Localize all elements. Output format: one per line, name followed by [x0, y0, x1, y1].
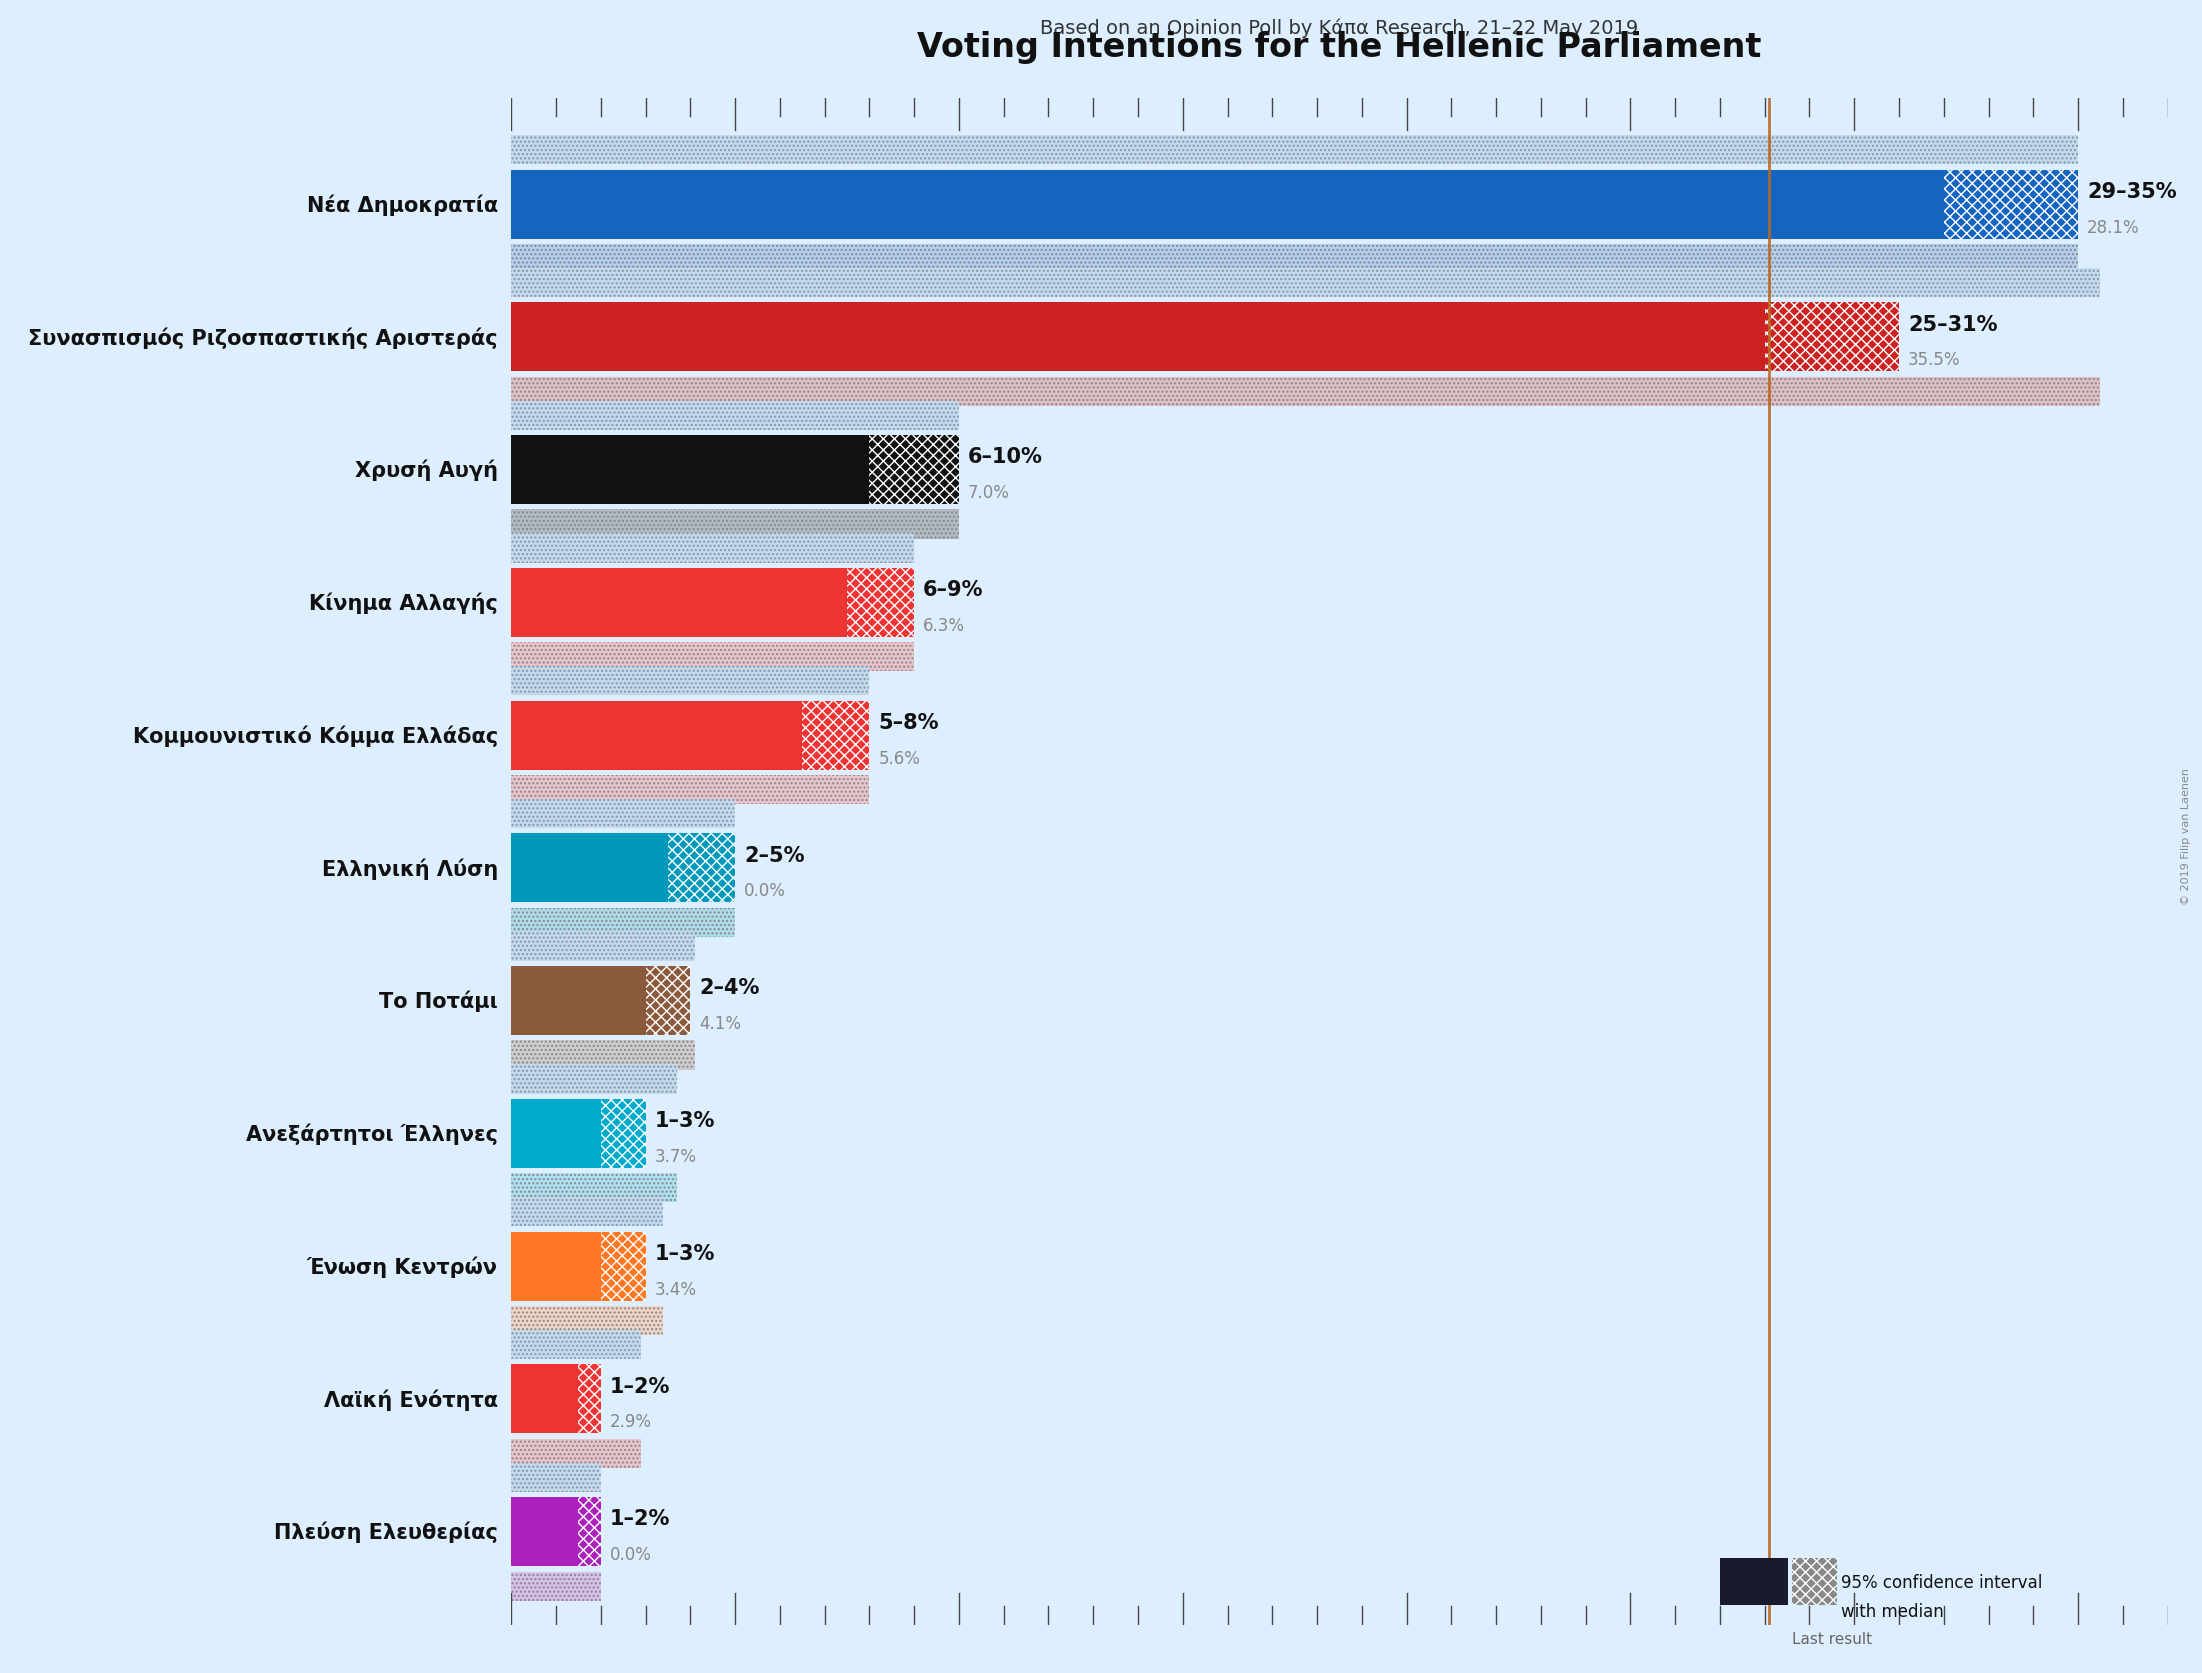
Bar — [511, 510, 958, 539]
Text: Based on an Opinion Poll by Κάπα Research, 21–22 May 2019: Based on an Opinion Poll by Κάπα Researc… — [1039, 18, 1638, 38]
Bar — [511, 1231, 601, 1302]
Text: Το Ποτάμι: Το Ποτάμι — [379, 990, 498, 1012]
Text: 35.5%: 35.5% — [1907, 351, 1960, 370]
Text: 2–4%: 2–4% — [700, 977, 760, 997]
Text: Ένωση Κεντρών: Ένωση Κεντρών — [306, 1256, 498, 1276]
Bar — [511, 136, 2079, 166]
Bar — [1944, 171, 2079, 239]
Text: 0.0%: 0.0% — [744, 882, 786, 900]
Text: 2–5%: 2–5% — [744, 845, 804, 865]
Bar — [511, 776, 870, 805]
Bar — [511, 932, 696, 962]
Bar — [511, 269, 2101, 298]
Bar — [511, 402, 958, 430]
Text: with median: with median — [1841, 1603, 1944, 1621]
Text: 0.0%: 0.0% — [610, 1546, 652, 1563]
Text: 2.9%: 2.9% — [610, 1412, 652, 1430]
Bar — [511, 1041, 696, 1071]
Text: Κίνημα Αλλαγής: Κίνημα Αλλαγής — [308, 592, 498, 614]
Text: 1–2%: 1–2% — [610, 1375, 669, 1395]
Bar — [870, 435, 958, 505]
Bar — [511, 701, 802, 770]
Text: Συνασπισμός Ριζοσπαστικής Αριστεράς: Συνασπισμός Ριζοσπαστικής Αριστεράς — [29, 326, 498, 348]
Text: Last result: Last result — [1792, 1631, 1872, 1646]
Text: 95% confidence interval: 95% confidence interval — [1841, 1573, 2043, 1591]
Bar — [511, 1330, 641, 1358]
Bar — [511, 1173, 676, 1203]
Bar — [645, 967, 689, 1036]
Bar — [511, 800, 735, 828]
Text: 1–3%: 1–3% — [654, 1111, 716, 1131]
Bar — [511, 1173, 676, 1203]
Bar — [511, 171, 1944, 239]
Text: 5–8%: 5–8% — [879, 713, 938, 733]
Bar — [511, 1198, 663, 1226]
Text: 4.1%: 4.1% — [700, 1014, 742, 1032]
Text: 6.3%: 6.3% — [923, 617, 964, 634]
Bar — [511, 534, 914, 564]
Bar — [511, 1439, 641, 1469]
Bar — [511, 303, 1764, 371]
Bar — [511, 1571, 601, 1601]
Bar — [511, 1099, 601, 1168]
Text: Ανεξάρτητοι Έλληνες: Ανεξάρτητοι Έλληνες — [247, 1123, 498, 1144]
Text: Λαϊκή Ενότητα: Λαϊκή Ενότητα — [324, 1389, 498, 1410]
Bar — [667, 833, 735, 903]
Bar — [511, 967, 645, 1036]
Bar — [579, 1365, 601, 1434]
Bar — [848, 569, 914, 637]
Bar — [511, 642, 914, 673]
Bar — [511, 569, 848, 637]
Bar — [1720, 1558, 1788, 1604]
Text: 6–9%: 6–9% — [923, 581, 984, 599]
Bar — [1792, 1558, 1836, 1604]
Bar — [511, 908, 735, 937]
Bar — [511, 833, 667, 903]
Text: Πλεύση Ελευθερίας: Πλεύση Ελευθερίας — [273, 1521, 498, 1543]
Text: 3.7%: 3.7% — [654, 1148, 696, 1166]
Text: Ελληνική Λύση: Ελληνική Λύση — [321, 858, 498, 878]
Bar — [1764, 303, 1898, 371]
Text: Νέα Δημοκρατία: Νέα Δημοκρατία — [306, 194, 498, 216]
Text: 1–2%: 1–2% — [610, 1509, 669, 1529]
Bar — [511, 1041, 696, 1071]
Bar — [511, 1571, 601, 1601]
Title: Voting Intentions for the Hellenic Parliament: Voting Intentions for the Hellenic Parli… — [918, 32, 1762, 64]
Bar — [511, 378, 2101, 407]
Bar — [511, 1497, 579, 1566]
Text: 7.0%: 7.0% — [969, 483, 1011, 502]
Bar — [511, 1439, 641, 1469]
Bar — [511, 1307, 663, 1335]
Bar — [802, 701, 870, 770]
Bar — [511, 666, 870, 696]
Text: 1–3%: 1–3% — [654, 1243, 716, 1263]
Bar — [601, 1099, 645, 1168]
Text: © 2019 Filip van Laenen: © 2019 Filip van Laenen — [2180, 768, 2191, 905]
Text: 3.4%: 3.4% — [654, 1280, 696, 1298]
Bar — [511, 642, 914, 673]
Bar — [511, 1307, 663, 1335]
Text: 28.1%: 28.1% — [2087, 219, 2140, 236]
Bar — [511, 435, 870, 505]
Bar — [511, 776, 870, 805]
Bar — [511, 244, 2079, 274]
Bar — [511, 1365, 579, 1434]
Text: 5.6%: 5.6% — [879, 750, 920, 768]
Bar — [511, 378, 2101, 407]
Bar — [579, 1497, 601, 1566]
Bar — [511, 1462, 601, 1492]
Text: Κομμουνιστικό Κόμμα Ελλάδας: Κομμουνιστικό Κόμμα Ελλάδας — [132, 724, 498, 746]
Text: 6–10%: 6–10% — [969, 447, 1044, 467]
Text: 25–31%: 25–31% — [1907, 315, 1997, 335]
Bar — [511, 244, 2079, 274]
Text: 29–35%: 29–35% — [2087, 182, 2176, 202]
Bar — [511, 1064, 676, 1094]
Text: Χρυσή Αυγή: Χρυσή Αυγή — [355, 460, 498, 482]
Bar — [511, 510, 958, 539]
Bar — [601, 1231, 645, 1302]
Bar — [511, 908, 735, 937]
